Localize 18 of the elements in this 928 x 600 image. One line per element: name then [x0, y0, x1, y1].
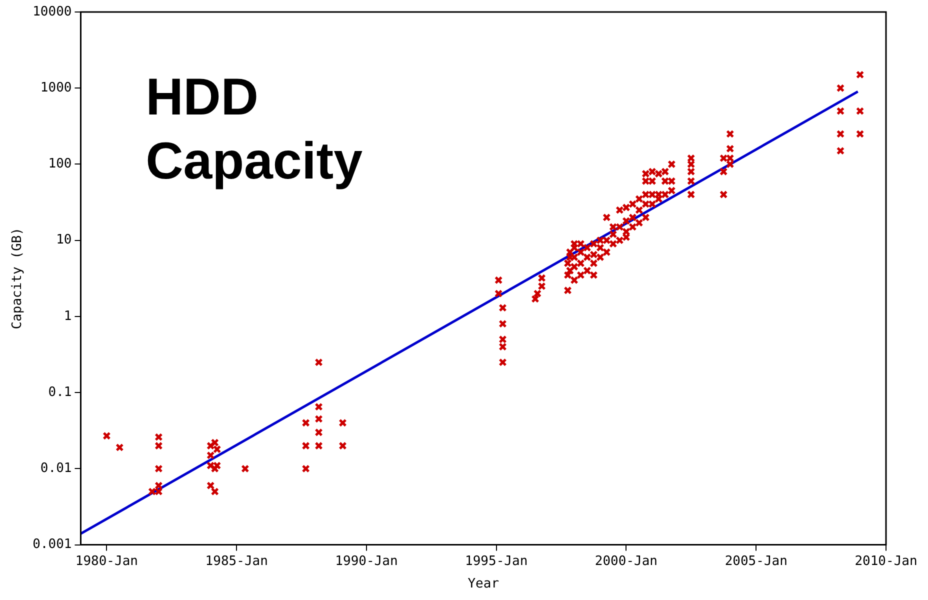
y-tick-label: 1000: [40, 80, 72, 96]
x-tick-label: 2010-Jan: [854, 554, 918, 569]
x-tick-label: 1990-Jan: [335, 554, 398, 569]
text: HDD Capacity: [146, 68, 363, 190]
x-tick-label: 2000-Jan: [594, 554, 658, 569]
y-tick-label: 0.01: [40, 461, 72, 476]
x-tick-label: 1980-Jan: [75, 554, 138, 569]
x-tick-label: 2005-Jan: [724, 554, 788, 569]
y-tick-label: 0.001: [32, 537, 72, 552]
x-axis-title: Year: [468, 576, 500, 592]
x-tick-label: 1985-Jan: [205, 554, 268, 569]
y-tick-label: 1: [64, 308, 72, 324]
y-tick-label: 10: [56, 232, 72, 248]
y-tick-label: 10000: [32, 4, 72, 20]
y-axis-title: Capacity (GB): [10, 228, 26, 330]
y-tick-label: 100: [48, 156, 72, 172]
x-tick-label: 1995-Jan: [465, 554, 528, 569]
y-tick-label: 0.1: [48, 384, 72, 400]
